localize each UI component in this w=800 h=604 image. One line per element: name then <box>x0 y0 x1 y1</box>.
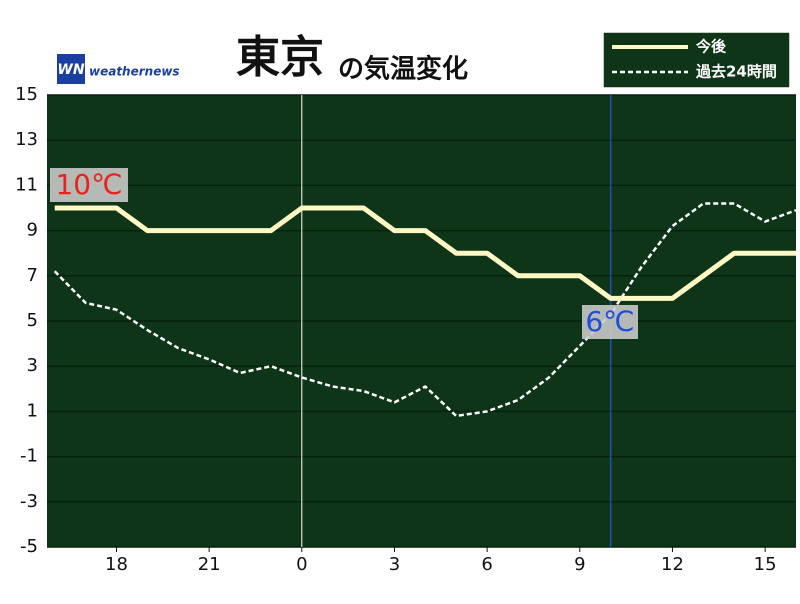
y-tick-label: 11 <box>15 174 38 195</box>
legend-box <box>602 31 791 89</box>
x-tick-label: 0 <box>296 554 307 575</box>
logo-mark: WN <box>57 62 84 78</box>
annotation: 10℃ <box>55 168 122 201</box>
series-line <box>53 202 797 418</box>
chart-title: 東京 <box>236 32 324 83</box>
logo-box <box>57 54 85 84</box>
y-tick-label: 9 <box>27 220 38 241</box>
y-tick-label: -5 <box>20 536 38 557</box>
legend-label: 今後 <box>695 38 727 56</box>
y-tick-label: -3 <box>20 491 38 512</box>
x-tick-label: 12 <box>661 554 684 575</box>
y-tick-label: 3 <box>27 355 38 376</box>
logo-text: weathernews <box>89 65 180 79</box>
x-tick-label: 6 <box>481 554 492 575</box>
annotation-box <box>582 305 638 339</box>
x-tick-label: 15 <box>754 554 777 575</box>
series-line <box>54 205 796 301</box>
y-tick-label: 13 <box>15 129 38 150</box>
y-tick-label: -1 <box>20 446 38 467</box>
x-tick-label: 21 <box>198 554 221 575</box>
y-tick-label: 5 <box>27 310 38 331</box>
x-tick-label: 3 <box>389 554 400 575</box>
x-tick-label: 18 <box>105 554 128 575</box>
annotation: 6℃ <box>585 305 634 338</box>
annotation-box <box>50 168 128 202</box>
legend-label: 過去24時間 <box>695 63 777 81</box>
chart-subtitle: の気温変化 <box>338 54 468 85</box>
y-tick-label: 7 <box>27 265 38 286</box>
x-tick-label: 9 <box>574 554 585 575</box>
y-tick-label: 1 <box>27 400 38 421</box>
y-tick-label: 15 <box>15 84 38 105</box>
